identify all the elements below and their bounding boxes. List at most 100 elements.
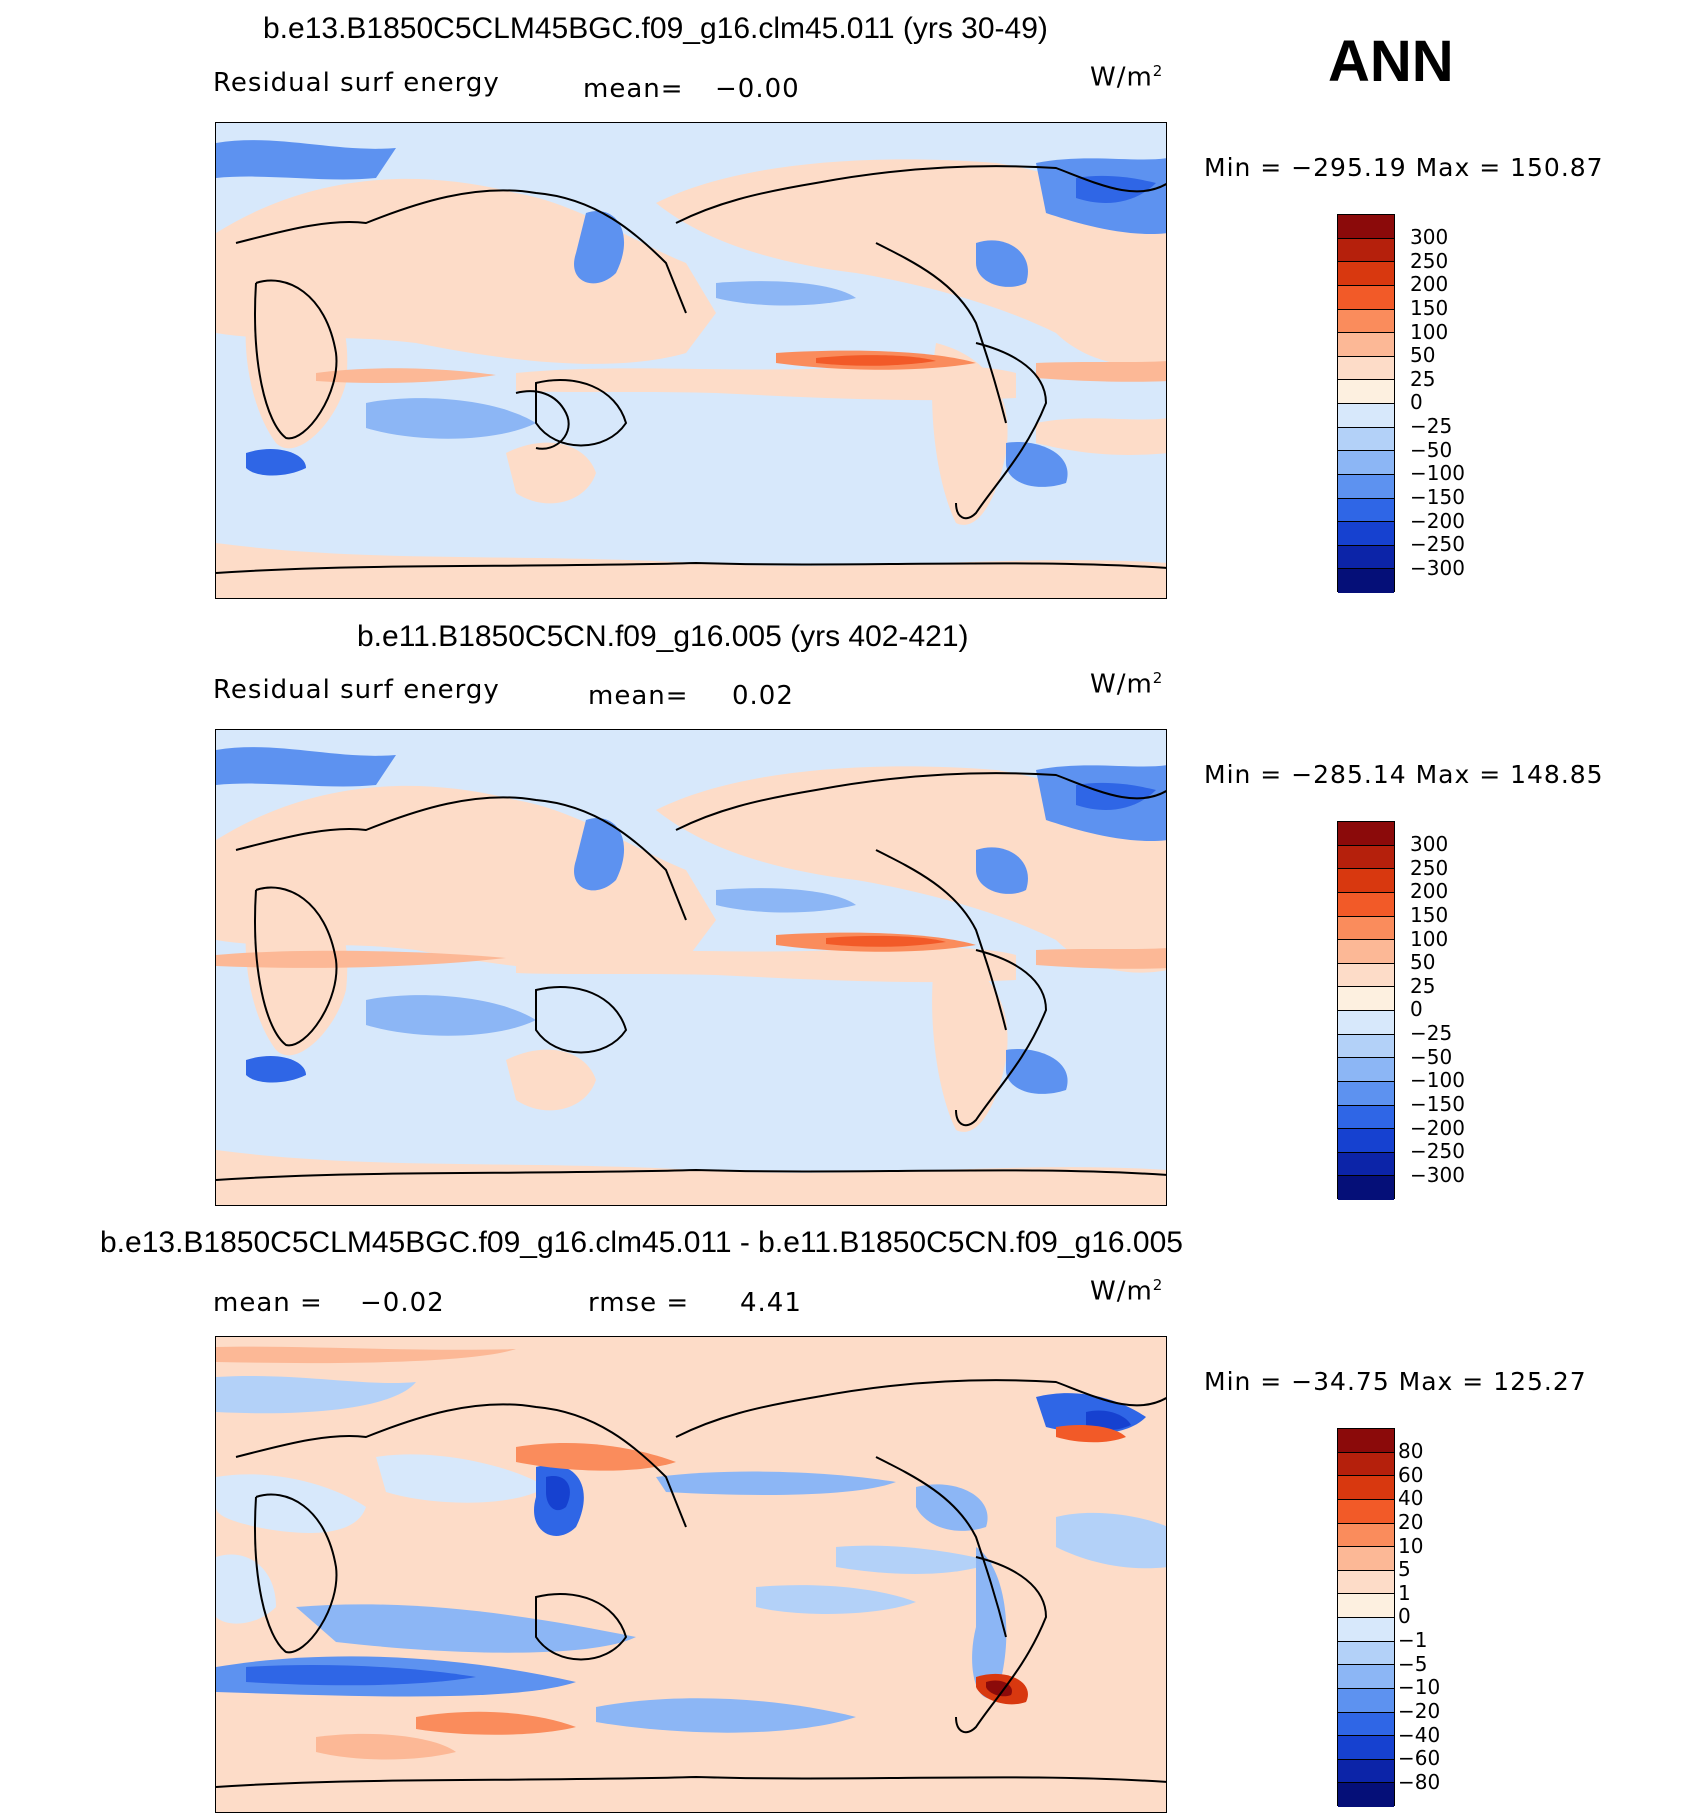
colorbar-tick-label: −150 xyxy=(1410,484,1465,509)
panel1-colorbar-labels: 300 250 200 150 100 50 25 0 −25 −50 −100 −150 −200 −2… xyxy=(1410,225,1465,580)
panel2-negative-regions xyxy=(216,747,1166,1094)
panel2-coastlines xyxy=(216,772,1166,1181)
colorbar-tick-label: −10 xyxy=(1398,1675,1441,1700)
colorbar-tick-label: 250 xyxy=(1410,248,1449,273)
colorbar-tick-label: −25 xyxy=(1410,414,1453,438)
panel2-map xyxy=(215,729,1167,1206)
colorbar-box xyxy=(1338,1736,1394,1760)
colorbar-tick-label: 250 xyxy=(1410,855,1449,880)
colorbar-tick-label: −100 xyxy=(1410,1068,1465,1093)
colorbar-box xyxy=(1338,569,1394,593)
colorbar-box xyxy=(1338,987,1394,1011)
colorbar-tick-label: 1 xyxy=(1398,1580,1411,1605)
panel3-colorbar-labels: 80 60 40 20 10 5 1 0 −1 −5 −10 −20 −40 −60 −80 xyxy=(1398,1439,1441,1794)
colorbar-tick-label: −250 xyxy=(1410,1139,1465,1164)
colorbar-tick-label: 0 xyxy=(1398,1604,1411,1629)
colorbar-tick-label: 0 xyxy=(1410,997,1423,1022)
colorbar-tick-label: 200 xyxy=(1410,272,1449,297)
panel3-rmse-value: 4.41 xyxy=(740,1288,802,1318)
season-label: ANN xyxy=(1328,29,1454,94)
colorbar-tick-label: −150 xyxy=(1410,1091,1465,1116)
colorbar-tick-label: 5 xyxy=(1398,1557,1411,1582)
panel3-negative-regions xyxy=(216,1375,1166,1733)
colorbar-tick-label: −80 xyxy=(1398,1769,1441,1794)
panel1-minmax: Min = −295.19 Max = 150.87 xyxy=(1204,153,1604,182)
colorbar-tick-label: −1 xyxy=(1398,1628,1428,1652)
panel1-map xyxy=(215,122,1167,599)
colorbar-box xyxy=(1338,238,1394,263)
panel1-mean-value: −0.00 xyxy=(715,74,800,104)
panel2-colorbar xyxy=(1337,821,1395,1200)
colorbar-box xyxy=(1338,451,1394,475)
colorbar-tick-label: 150 xyxy=(1410,295,1449,320)
colorbar-box xyxy=(1338,916,1394,941)
colorbar-box xyxy=(1338,1547,1394,1571)
colorbar-box xyxy=(1338,1476,1394,1500)
panel2-units: W/m2 xyxy=(1090,669,1164,700)
colorbar-tick-label: −25 xyxy=(1410,1021,1453,1045)
colorbar-box xyxy=(1338,545,1394,570)
panel3-map-field xyxy=(216,1346,1166,1788)
colorbar-box xyxy=(1338,940,1394,964)
colorbar-box xyxy=(1338,892,1394,917)
colorbar-box xyxy=(1338,1759,1394,1784)
colorbar-tick-label: 50 xyxy=(1410,343,1436,368)
colorbar-tick-label: 25 xyxy=(1410,366,1436,391)
panel1-mean-label: mean= xyxy=(583,74,684,104)
colorbar-box xyxy=(1338,1105,1394,1130)
panel1-colorbar xyxy=(1337,214,1395,593)
colorbar-box xyxy=(1338,845,1394,870)
panel3-colorbar xyxy=(1337,1428,1395,1807)
colorbar-box xyxy=(1338,1176,1394,1200)
colorbar-box xyxy=(1338,1712,1394,1737)
panel1-title: b.e13.B1850C5CLM45BGC.f09_g16.clm45.011 … xyxy=(263,12,1048,45)
colorbar-box xyxy=(1338,1152,1394,1177)
colorbar-tick-label: 25 xyxy=(1410,973,1436,998)
panel2-mean-label: mean= xyxy=(588,681,689,711)
panel3-minmax: Min = −34.75 Max = 125.27 xyxy=(1204,1367,1587,1396)
colorbar-tick-label: 300 xyxy=(1410,832,1449,856)
panel1-units: W/m2 xyxy=(1090,62,1164,93)
colorbar-box xyxy=(1338,1783,1394,1807)
panel3-rmse-label: rmse = xyxy=(588,1288,690,1318)
panel3-units: W/m2 xyxy=(1090,1276,1164,1307)
colorbar-tick-label: −250 xyxy=(1410,532,1465,557)
panel2-title: b.e11.B1850C5CN.f09_g16.005 (yrs 402-421… xyxy=(357,620,969,653)
colorbar-box xyxy=(1338,427,1394,452)
colorbar-box xyxy=(1338,1429,1394,1453)
panel3-mean-label: mean = xyxy=(213,1288,323,1318)
panel2-colorbar-labels: 300 250 200 150 100 50 25 0 −25 −50 −100 −150 −200 −2… xyxy=(1410,832,1465,1187)
colorbar-box xyxy=(1338,1618,1394,1642)
colorbar-box xyxy=(1338,1011,1394,1035)
colorbar-tick-label: 40 xyxy=(1398,1486,1424,1511)
colorbar-tick-label: 200 xyxy=(1410,879,1449,904)
colorbar-tick-label: −5 xyxy=(1398,1651,1428,1676)
colorbar-box xyxy=(1338,215,1394,239)
colorbar-box xyxy=(1338,498,1394,523)
colorbar-tick-label: −300 xyxy=(1410,555,1465,580)
colorbar-box xyxy=(1338,869,1394,893)
colorbar-tick-label: −20 xyxy=(1398,1698,1441,1723)
colorbar-tick-label: 80 xyxy=(1398,1439,1424,1463)
panel3-coastlines xyxy=(216,1379,1166,1788)
panel2-map-field xyxy=(216,747,1166,1205)
panel1-coastlines xyxy=(216,165,1166,574)
panel3-map xyxy=(215,1336,1167,1813)
colorbar-box xyxy=(1338,309,1394,334)
colorbar-box xyxy=(1338,1081,1394,1106)
colorbar-tick-label: 0 xyxy=(1410,390,1423,415)
colorbar-box xyxy=(1338,1523,1394,1548)
panel2-variable-label: Residual surf energy xyxy=(213,675,500,705)
panel2-mean-value: 0.02 xyxy=(732,681,794,711)
colorbar-tick-label: 100 xyxy=(1410,926,1449,951)
panel1-strong-positive-regions xyxy=(316,350,1166,383)
colorbar-box xyxy=(1338,1058,1394,1082)
colorbar-box xyxy=(1338,404,1394,428)
colorbar-box xyxy=(1338,522,1394,546)
colorbar-tick-label: −200 xyxy=(1410,1115,1465,1140)
panel1-map-field xyxy=(216,140,1166,598)
colorbar-tick-label: 60 xyxy=(1398,1462,1424,1487)
colorbar-tick-label: −50 xyxy=(1410,1044,1453,1069)
colorbar-tick-label: 20 xyxy=(1398,1509,1424,1534)
colorbar-tick-label: 50 xyxy=(1410,950,1436,975)
